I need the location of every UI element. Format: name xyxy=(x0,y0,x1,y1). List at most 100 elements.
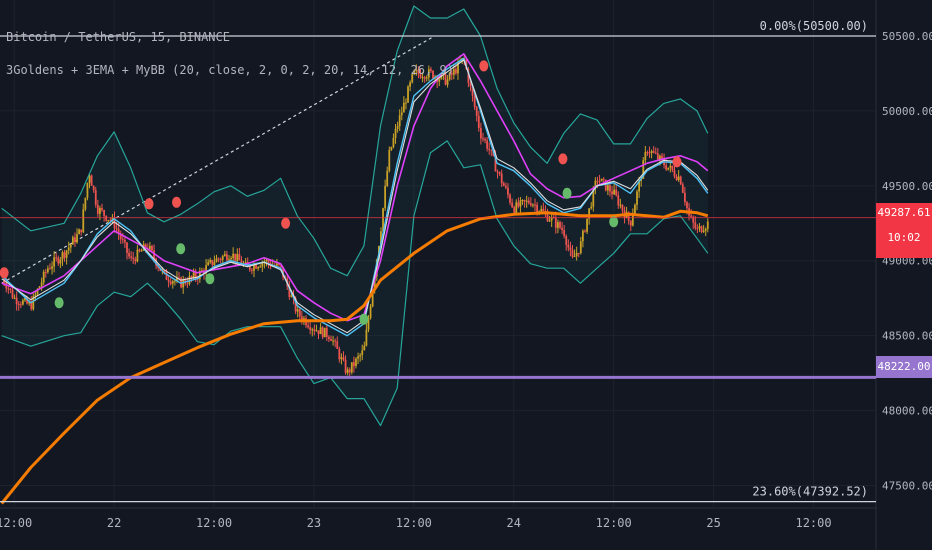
fib-level-label: 0.00%(50500.00) xyxy=(760,19,868,33)
candle-body xyxy=(579,241,582,254)
x-tick-label: 23 xyxy=(307,516,321,530)
candle-body xyxy=(494,155,497,172)
candle-body xyxy=(328,336,330,339)
candle-body xyxy=(448,73,451,80)
candle-body xyxy=(652,151,655,153)
candle-body xyxy=(654,152,657,154)
candle-body xyxy=(619,204,622,206)
candle-body xyxy=(30,302,33,310)
candle-body xyxy=(698,226,701,229)
candle-body xyxy=(155,258,158,266)
candle-body xyxy=(288,286,291,297)
candle-body xyxy=(577,252,580,254)
candle-body xyxy=(282,266,285,278)
candle-body xyxy=(565,236,568,245)
bollinger-upper-line xyxy=(1,5,709,277)
candle-body xyxy=(115,228,118,230)
candle-body xyxy=(94,190,97,205)
candle-body xyxy=(124,239,126,243)
candle-body xyxy=(84,197,87,210)
candle-body xyxy=(167,279,170,282)
candle-body xyxy=(342,357,345,360)
fib-level-label: 23.60%(47392.52) xyxy=(752,485,868,499)
trend-line xyxy=(1,35,435,284)
candle-body xyxy=(673,170,676,177)
candle-body xyxy=(477,115,480,129)
bar-countdown-badge: 10:02 xyxy=(876,223,932,258)
candle-body xyxy=(46,268,49,273)
candle-body xyxy=(573,256,576,258)
candle-body xyxy=(3,276,6,283)
candle-body xyxy=(398,115,401,127)
x-tick-label: 24 xyxy=(507,516,521,530)
candle-body xyxy=(529,203,532,206)
candle-body xyxy=(581,230,584,242)
sell-signal-dot xyxy=(0,267,9,279)
x-tick-label: 12:00 xyxy=(795,516,831,530)
candle-body xyxy=(34,294,37,297)
y-tick-label: 49500.00 xyxy=(882,180,932,193)
candle-body xyxy=(55,257,58,259)
candle-body xyxy=(119,234,122,240)
candle-body xyxy=(257,267,260,269)
candle-body xyxy=(479,128,482,139)
candle-body xyxy=(275,263,278,266)
ema-mid-line xyxy=(1,59,709,334)
candle-body xyxy=(67,247,70,251)
candle-body xyxy=(38,286,41,290)
candle-body xyxy=(613,189,616,195)
sell-signal-dot xyxy=(479,60,489,72)
candle-body xyxy=(559,222,561,228)
candle-body xyxy=(219,259,222,261)
candle-body xyxy=(336,341,339,349)
candle-body xyxy=(421,77,424,79)
candle-body xyxy=(692,216,695,223)
candle-body xyxy=(550,217,553,221)
candle-body xyxy=(17,304,20,306)
sell-signal-dot xyxy=(281,217,291,229)
candle-body xyxy=(365,329,368,346)
candle-body xyxy=(380,231,382,247)
buy-signal-dot xyxy=(609,216,619,228)
candle-body xyxy=(642,160,645,179)
candle-body xyxy=(163,270,166,272)
candle-body xyxy=(315,330,318,332)
candle-body xyxy=(677,176,680,180)
candle-body xyxy=(76,234,78,243)
candle-body xyxy=(586,218,588,232)
symbol-legend[interactable]: Bitcoin / TetherUS, 15, BINANCE xyxy=(6,30,230,44)
candle-body xyxy=(417,69,420,74)
candle-body xyxy=(330,338,332,341)
candle-body xyxy=(409,82,412,87)
candle-body xyxy=(53,257,56,267)
candle-body xyxy=(361,350,364,356)
candle-body xyxy=(265,260,268,262)
candle-body xyxy=(636,191,638,205)
candle-body xyxy=(188,276,191,284)
candle-body xyxy=(194,272,197,279)
current-price-badge: 49287.61 xyxy=(876,203,932,223)
candle-body xyxy=(484,138,486,141)
candle-body xyxy=(223,254,226,257)
candle-body xyxy=(78,229,81,235)
candle-body xyxy=(255,264,257,269)
candle-body xyxy=(367,318,370,330)
candle-body xyxy=(178,277,180,279)
candle-body xyxy=(176,277,178,281)
candle-body xyxy=(26,297,28,304)
candle-body xyxy=(469,82,472,87)
candle-body xyxy=(80,229,83,233)
candle-body xyxy=(700,226,703,233)
sell-signal-dot xyxy=(144,198,154,210)
candle-body xyxy=(138,249,141,252)
candle-body xyxy=(357,356,359,359)
candle-body xyxy=(198,270,201,280)
indicator-legend[interactable]: 3Goldens + 3EMA + MyBB (20, close, 2, 0,… xyxy=(6,63,454,77)
candle-body xyxy=(656,153,659,160)
candle-body xyxy=(496,171,499,173)
x-tick-label: 12:00 xyxy=(596,516,632,530)
candle-body xyxy=(190,276,193,278)
candle-body xyxy=(338,348,341,360)
candle-body xyxy=(575,252,578,257)
